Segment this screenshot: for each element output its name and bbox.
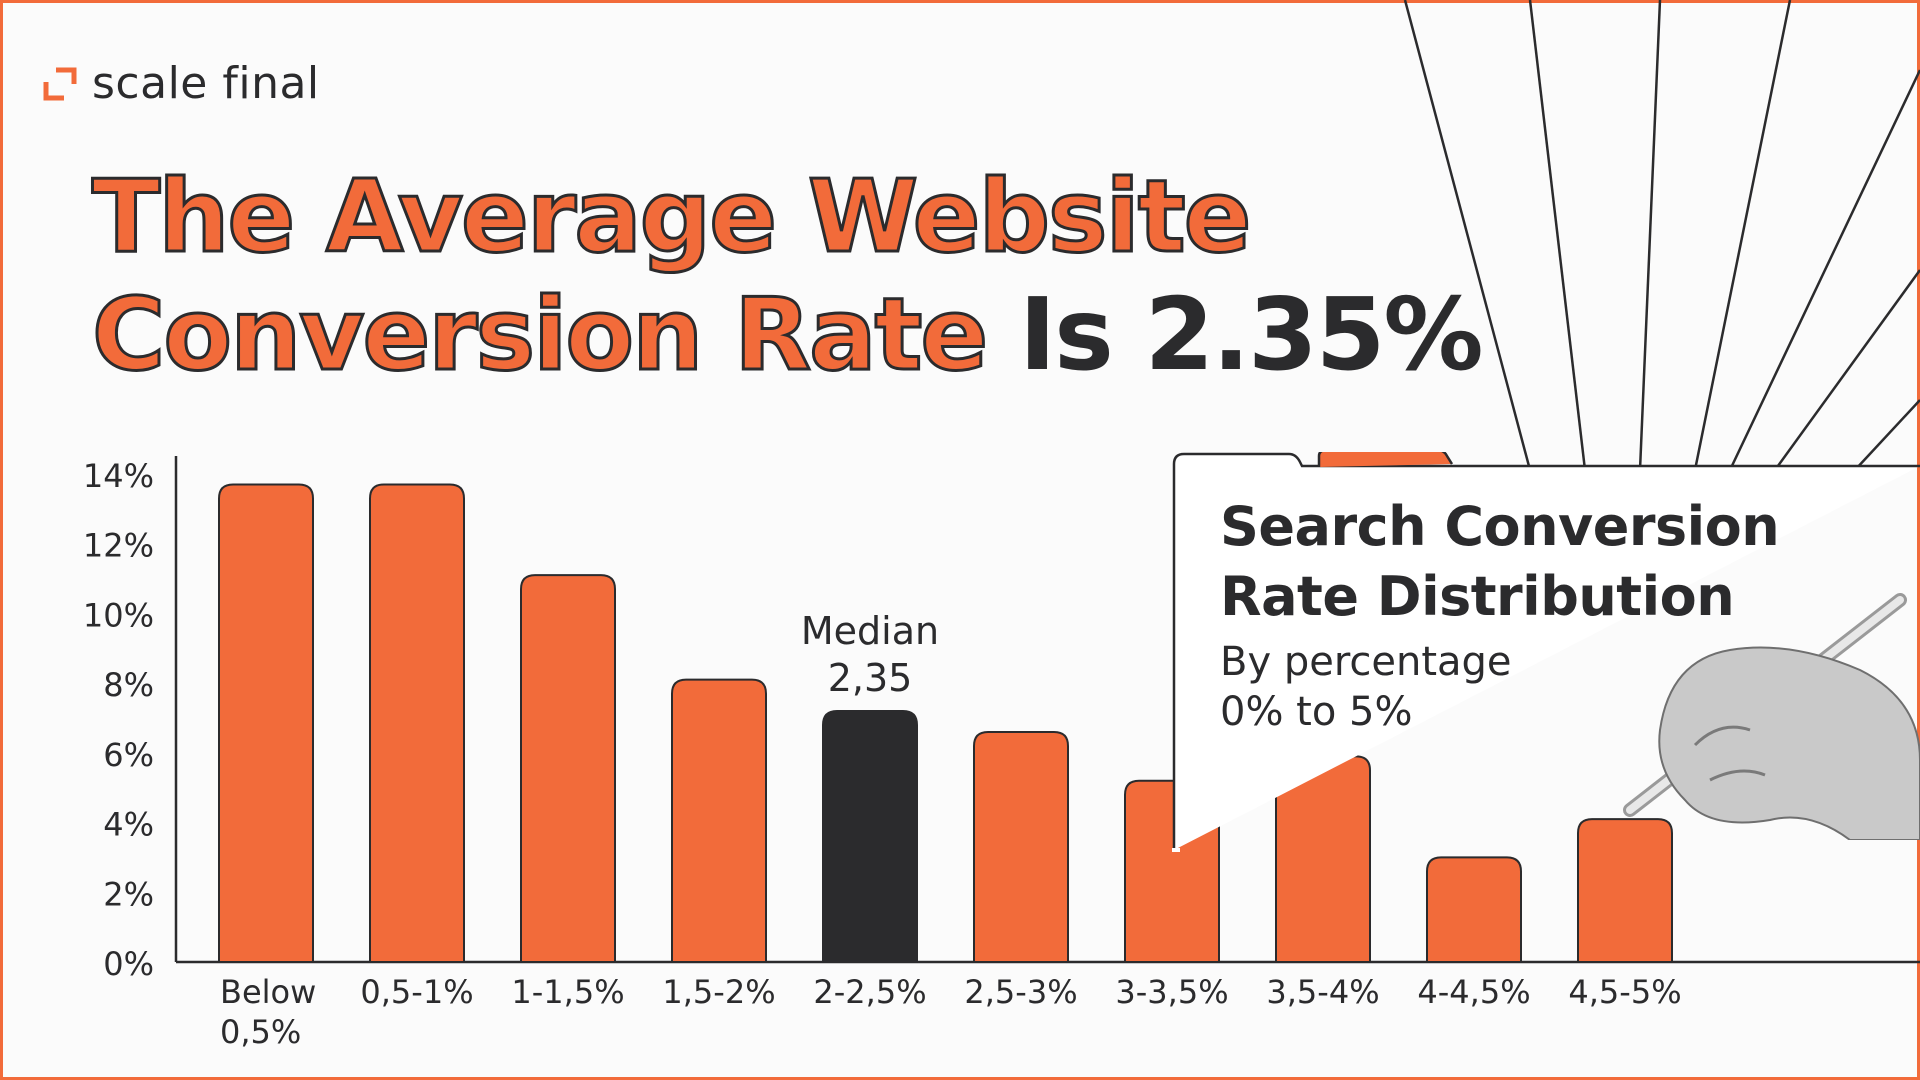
y-tick-label: 4% <box>103 806 154 844</box>
bar <box>218 483 314 963</box>
bar <box>1426 856 1522 963</box>
panel-title: Search Conversion Rate Distribution <box>1220 492 1780 632</box>
x-tick-label: Below 0,5% <box>220 973 316 1051</box>
bar <box>520 574 616 963</box>
y-tick-label: 12% <box>83 527 154 565</box>
y-tick-label: 0% <box>103 945 154 983</box>
logo-mark-icon <box>43 67 77 100</box>
brand-name: scale final <box>92 58 320 109</box>
bar <box>1577 818 1673 963</box>
median-annotation-value: 2,35 <box>828 656 913 700</box>
median-annotation-label: Median <box>801 609 939 653</box>
x-tick-label: 2-2,5% <box>813 973 926 1011</box>
bar <box>1124 779 1220 963</box>
headline-line-1: The Average Website <box>91 157 1253 277</box>
y-tick-label: 2% <box>103 875 154 913</box>
y-tick-label: 8% <box>103 666 154 704</box>
y-tick-label: 6% <box>103 736 154 774</box>
y-tick-label: 10% <box>83 596 154 634</box>
median-bar <box>822 710 918 963</box>
x-tick-label: 4,5-5% <box>1568 973 1681 1011</box>
panel-subtitle-line-1: By percentage <box>1220 639 1512 685</box>
x-tick-label: 3,5-4% <box>1266 973 1379 1011</box>
headline-line-2-orange: Conversion Rate <box>90 275 989 395</box>
panel-subtitle-line-2: 0% to 5% <box>1220 689 1413 735</box>
bar <box>973 730 1069 963</box>
headline-line-2: Conversion Rate Is 2.35% <box>90 275 1483 395</box>
bar <box>671 678 767 963</box>
x-tick-label: 1-1,5% <box>511 973 624 1011</box>
y-tick-label: 14% <box>83 457 154 495</box>
panel-title-line-1: Search Conversion <box>1220 495 1780 558</box>
bar <box>369 483 465 963</box>
x-tick-label: 0,5-1% <box>360 973 473 1011</box>
x-tick-label: 4-4,5% <box>1417 973 1530 1011</box>
x-tick-label: 2,5-3% <box>964 973 1077 1011</box>
panel-title-line-2: Rate Distribution <box>1220 565 1735 628</box>
page-headline: The Average Website Conversion Rate Is 2… <box>90 157 1483 395</box>
brand-logo: scale final <box>42 58 320 109</box>
bar <box>1275 755 1371 963</box>
x-tick-label: 3-3,5% <box>1115 973 1228 1011</box>
headline-line-2-dark: Is 2.35% <box>1019 276 1483 393</box>
x-tick-label: 1,5-2% <box>662 973 775 1011</box>
panel-subtitle: By percentage 0% to 5% <box>1220 637 1512 737</box>
